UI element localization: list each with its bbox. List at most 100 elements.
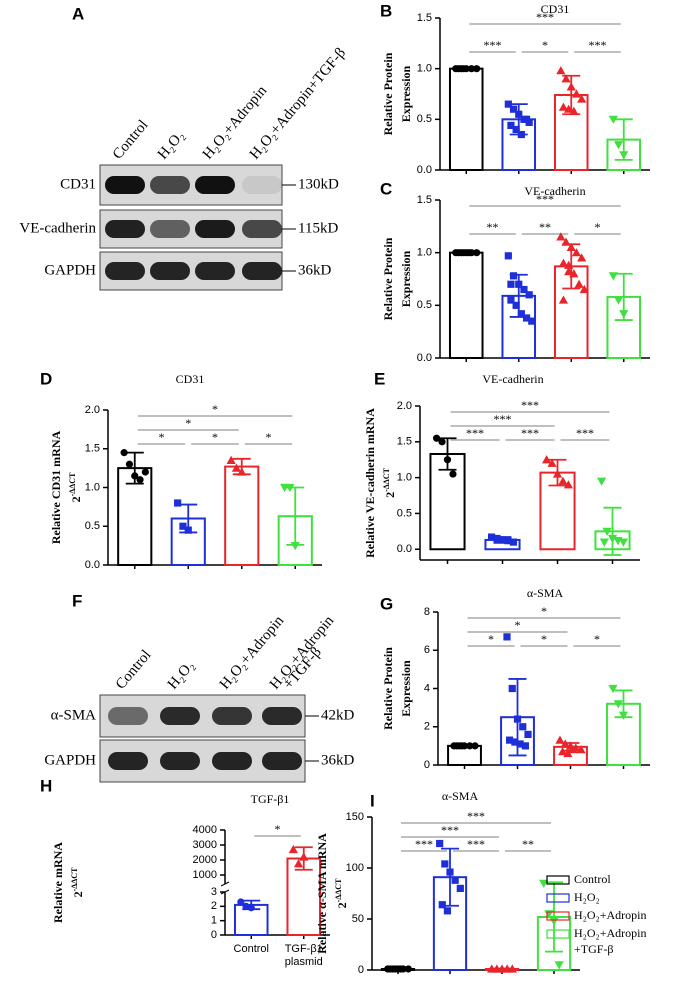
x-tick-label: TGF-β1: [285, 943, 323, 955]
data-point: [506, 736, 514, 744]
y-tick-label: 1.5: [417, 12, 432, 24]
data-point: [498, 536, 507, 544]
y-axis-label: Expression: [399, 250, 413, 307]
y-tick-label: 0: [211, 929, 217, 941]
y-tick-label: 50: [352, 913, 364, 925]
significance-label: *: [515, 618, 521, 632]
y-tick-label: 0.5: [397, 507, 412, 519]
y-tick-label: 1.0: [417, 63, 432, 75]
data-point: [608, 684, 618, 694]
data-point: [460, 249, 468, 257]
data-point: [515, 110, 523, 118]
chart-title: CD31: [541, 2, 570, 16]
significance-label: ***: [536, 10, 554, 24]
panel-label: E: [374, 369, 385, 388]
data-point: [449, 470, 457, 478]
data-point: [507, 280, 515, 288]
blot-band: [150, 220, 190, 238]
data-point: [554, 961, 564, 970]
significance-label: *: [541, 632, 547, 646]
data-point: [493, 534, 501, 543]
data-point: [237, 898, 245, 906]
axis-break: [220, 881, 230, 895]
blot-band: [105, 262, 145, 280]
significance-label: *: [488, 632, 494, 646]
data-point: [524, 730, 532, 738]
exp-power: -ΔΔCT: [70, 867, 79, 891]
data-point: [290, 542, 300, 551]
data-point: [556, 66, 566, 75]
data-point: [443, 456, 452, 464]
data-point: [507, 964, 517, 973]
data-point: [237, 467, 247, 476]
data-point: [516, 740, 524, 748]
exp-power: -ΔΔCT: [68, 472, 77, 496]
data-point: [438, 901, 446, 909]
y-tick-label: 1.0: [417, 247, 432, 259]
y-axis-exponent: 2-ΔΔCT: [68, 472, 83, 502]
significance-label: *: [594, 632, 600, 646]
data-point: [619, 151, 629, 160]
data-point: [608, 272, 618, 281]
data-point: [179, 522, 187, 530]
protein-label: GAPDH: [44, 752, 96, 768]
panel-label: B: [380, 1, 392, 20]
y-axis-label: Expression: [399, 65, 413, 122]
y-tick-label: 6: [424, 644, 430, 656]
data-point: [404, 965, 412, 973]
significance-label: ***: [521, 426, 539, 440]
data-point: [396, 965, 405, 973]
exp-power: -ΔΔCT: [334, 878, 343, 902]
data-point: [571, 89, 582, 98]
y-tick-label: 1.0: [397, 472, 412, 484]
data-point: [460, 65, 468, 73]
blot-band: [262, 752, 302, 770]
significance-label: ***: [576, 426, 594, 440]
legend-swatch: [546, 893, 570, 903]
data-point: [293, 859, 304, 868]
size-label: 130kD: [298, 176, 339, 192]
data-point: [184, 526, 192, 534]
y-tick-label: 0.5: [417, 299, 432, 311]
significance-label: ***: [589, 38, 607, 52]
data-point: [509, 272, 518, 280]
data-point: [432, 434, 441, 442]
data-point: [525, 291, 533, 299]
data-point: [574, 279, 584, 288]
y-tick-label: 0.0: [417, 352, 432, 364]
blot-band: [262, 707, 302, 725]
protein-label: GAPDH: [44, 262, 96, 278]
data-point: [174, 499, 182, 507]
y-axis-label: Relative Protein: [381, 52, 395, 135]
significance-label: ***: [484, 38, 502, 52]
legend-label: H₂O₂: [574, 890, 600, 904]
bar: [448, 251, 484, 360]
data-point: [568, 745, 578, 754]
y-tick-label: 4: [424, 682, 430, 694]
data-point: [458, 742, 466, 750]
data-point: [613, 700, 623, 709]
data-point: [566, 82, 576, 91]
data-point: [541, 455, 552, 464]
data-point: [517, 130, 525, 139]
data-point: [517, 310, 525, 318]
significance-label: *: [185, 416, 191, 430]
data-point: [299, 852, 309, 861]
legend-swatch: [546, 911, 570, 921]
data-point: [231, 463, 242, 472]
significance-label: *: [212, 430, 218, 444]
blot-band: [242, 262, 282, 280]
chart-title: TGF-β1: [251, 792, 290, 806]
data-point: [558, 102, 569, 111]
panel-label: C: [380, 179, 392, 198]
data-point: [504, 100, 512, 108]
data-point: [507, 121, 515, 130]
y-axis-label: Relative α-SMA mRNA: [315, 833, 329, 954]
data-point: [547, 458, 557, 467]
data-point: [599, 538, 609, 547]
lane-label: H₂O₂: [165, 658, 198, 693]
data-point: [577, 253, 587, 262]
data-point: [564, 104, 574, 113]
chart-title: VE-cadherin: [524, 184, 585, 198]
